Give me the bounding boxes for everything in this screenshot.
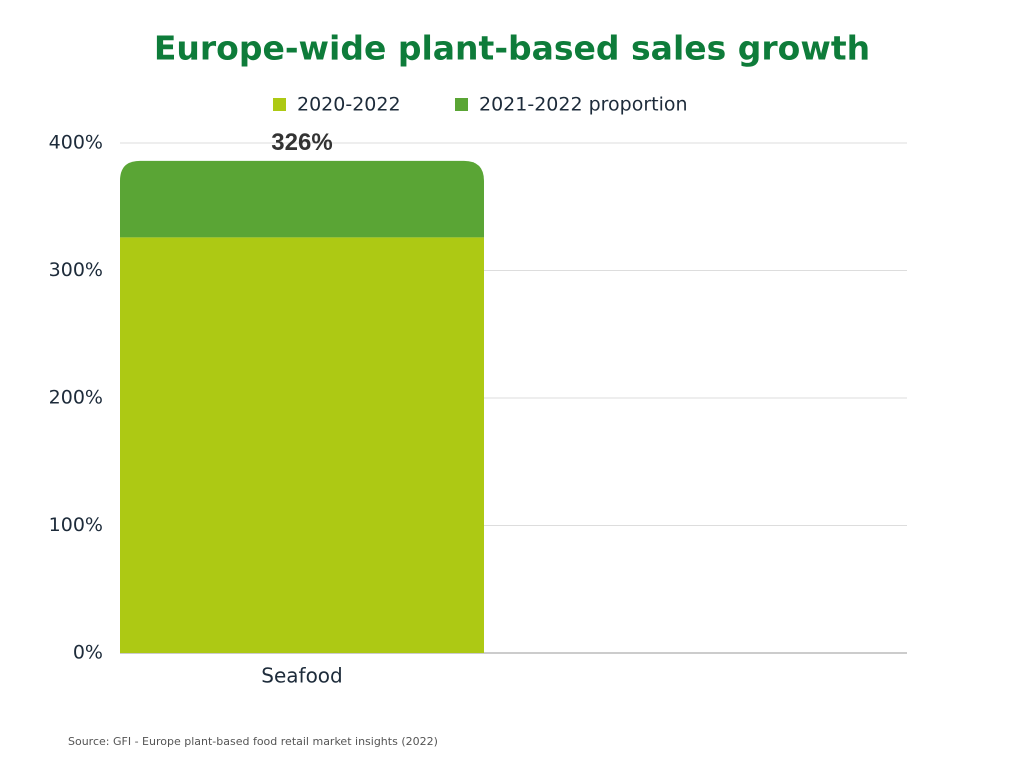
source-note: Source: GFI - Europe plant-based food re… <box>68 735 438 748</box>
bar-segment <box>120 160 484 238</box>
y-tick-label: 200% <box>49 387 103 409</box>
y-tick-label: 300% <box>49 259 103 281</box>
y-tick-label: 0% <box>73 642 103 664</box>
y-tick-label: 100% <box>49 514 103 536</box>
legend-swatch <box>455 98 468 111</box>
y-tick-label: 400% <box>49 132 103 154</box>
legend-label: 2021-2022 proportion <box>479 94 688 116</box>
bar-segment <box>120 237 484 653</box>
x-tick-label: Seafood <box>261 664 342 688</box>
legend-swatch <box>273 98 286 111</box>
legend-label: 2020-2022 <box>297 94 401 116</box>
chart-title: Europe-wide plant-based sales growth <box>154 29 870 68</box>
data-label: 326% <box>271 129 332 156</box>
